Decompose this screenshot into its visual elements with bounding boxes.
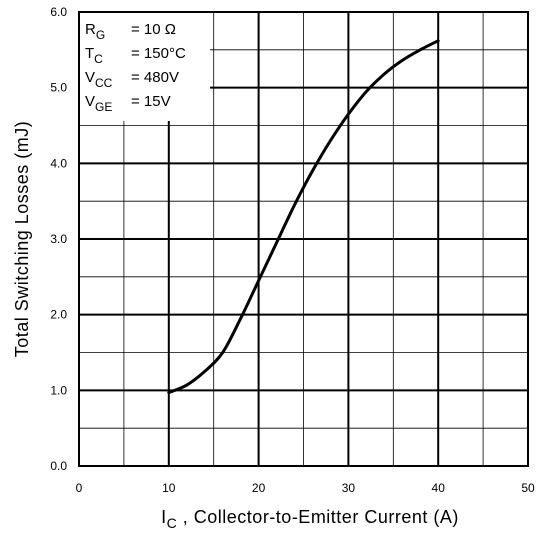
x-axis-title-main: I [161,507,167,527]
x-axis-title-subscript: C [167,515,178,531]
x-axis-title: IC , Collector-to-Emitter Current (A) [161,507,459,531]
conditions-legend: RG = 10 Ω TC = 150°C VCC = 480V VGE = 15V [80,13,210,121]
legend-background [80,13,210,121]
condition-entry: VGE [85,93,112,114]
y-tick-labels: 0.0 1.0 2.0 3.0 4.0 5.0 6.0 [50,5,67,473]
x-tick-label: 40 [432,481,446,495]
y-tick-label: 6.0 [50,5,67,19]
y-tick-label: 5.0 [50,81,67,95]
y-tick-label: 0.0 [50,459,67,473]
x-tick-label: 0 [76,481,83,495]
curve-layer [167,39,440,395]
y-axis-title: Total Switching Losses (mJ) [12,121,32,358]
y-tick-label: 4.0 [50,156,67,170]
x-tick-label: 10 [162,481,176,495]
condition-entry: TC [85,45,103,66]
condition-value: = 10 Ω [131,21,176,38]
y-tick-label: 3.0 [50,232,67,246]
condition-value: = 150°C [131,45,186,62]
x-axis-title-rest: , Collector-to-Emitter Current (A) [177,507,459,527]
condition-value: = 15V [131,93,171,110]
switching-loss-curve [167,39,440,395]
plot-frame [78,11,529,467]
condition-entry: RG [85,21,105,42]
x-tick-label: 20 [252,481,266,495]
y-tick-label: 1.0 [50,383,67,397]
condition-entry: VCC [85,69,113,90]
y-tick-label: 2.0 [50,308,67,322]
x-tick-labels: 0 10 20 30 40 50 [76,481,535,495]
x-tick-label: 30 [342,481,356,495]
condition-value: = 480V [131,69,179,86]
x-tick-label: 50 [521,481,535,495]
